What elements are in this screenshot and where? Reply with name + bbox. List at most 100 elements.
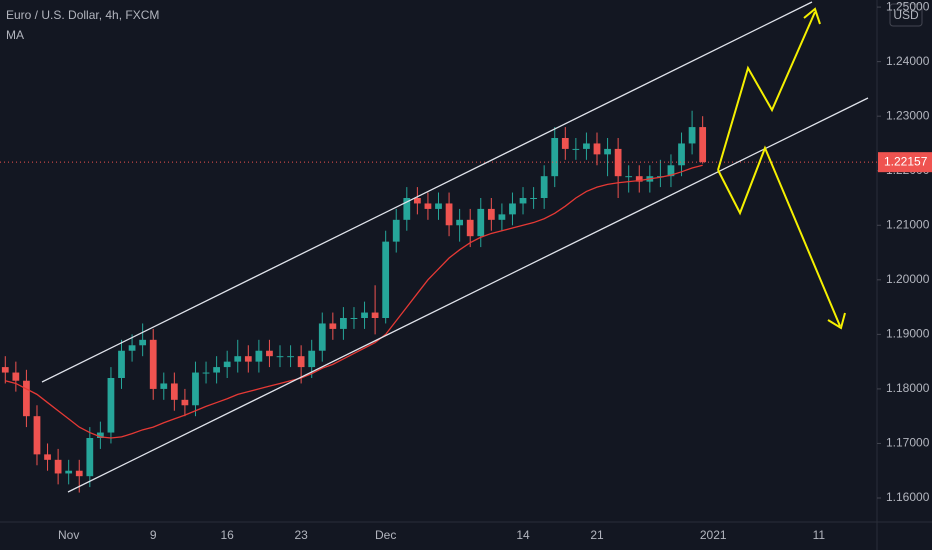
candle-body — [635, 176, 643, 182]
channel-upper — [41, 1, 813, 383]
candle-body — [96, 432, 104, 438]
x-tick-label: 9 — [150, 528, 157, 542]
candle-body — [192, 372, 199, 406]
candle-body — [266, 350, 273, 357]
candle-body — [297, 356, 305, 368]
candle-body — [403, 198, 411, 220]
arrow-head — [827, 312, 846, 330]
y-tick-label: 1.16000 — [886, 490, 930, 504]
candle-body — [667, 165, 675, 177]
y-tick-label: 1.25000 — [886, 0, 930, 13]
y-tick-label: 1.21000 — [886, 217, 930, 231]
candle-body — [572, 148, 580, 150]
x-tick-label: 11 — [813, 528, 826, 542]
candle-body — [519, 198, 527, 204]
arrow-head — [803, 7, 821, 25]
candle-body — [86, 438, 94, 477]
y-tick-label: 1.18000 — [886, 381, 930, 395]
candle-body — [54, 459, 62, 474]
chart-title: Euro / U.S. Dollar, 4h, FXCM — [6, 8, 159, 22]
candle-body — [149, 339, 157, 389]
candle-body — [413, 198, 421, 204]
candle-body — [583, 143, 590, 149]
x-tick-label: 21 — [590, 528, 604, 542]
candle-body — [477, 208, 485, 237]
candle-body — [1, 367, 9, 373]
candle-body — [308, 350, 316, 368]
candle-body — [688, 127, 696, 144]
candle-body — [435, 203, 442, 209]
candle-body — [12, 372, 20, 381]
candle-body — [678, 143, 685, 166]
last-price-tag — [878, 152, 932, 173]
bearish-path — [717, 145, 841, 327]
candle-body — [445, 203, 453, 226]
candle-body — [276, 356, 284, 358]
candle-body — [139, 339, 147, 346]
x-tick-label: Nov — [58, 528, 79, 542]
candle-body — [530, 198, 537, 199]
candle-body — [255, 350, 263, 362]
candle-body — [382, 241, 390, 318]
ma-line — [5, 164, 703, 439]
candle-body — [561, 138, 569, 149]
candle-body — [23, 380, 30, 417]
x-tick-label: 23 — [294, 528, 308, 542]
candle-body — [33, 416, 41, 455]
currency-label[interactable]: USD — [893, 8, 919, 22]
candle-body — [361, 312, 368, 318]
candle-body — [318, 323, 326, 351]
candle-body — [107, 378, 115, 433]
candle-body — [213, 367, 220, 373]
x-tick-label: 16 — [220, 528, 234, 542]
candle-body — [118, 350, 125, 378]
candle-body — [540, 176, 548, 198]
candle-body — [551, 138, 559, 177]
candle-body — [392, 219, 400, 242]
y-tick-label: 1.23000 — [886, 108, 930, 122]
bullish-path — [717, 11, 816, 171]
candle-body — [466, 219, 474, 237]
candle-body — [287, 356, 294, 358]
candle-body — [181, 399, 189, 406]
candle-body — [498, 214, 506, 220]
y-tick-label: 1.24000 — [886, 54, 930, 68]
y-tick-label: 1.19000 — [886, 327, 930, 341]
candle-body — [509, 203, 516, 215]
candle-body — [424, 203, 432, 209]
plot — [0, 110, 877, 493]
candle-body — [350, 318, 358, 319]
x-tick-label: Dec — [375, 528, 396, 542]
candle-body — [371, 312, 379, 318]
candle-body — [160, 383, 168, 389]
candle-body — [244, 356, 252, 362]
candle-body — [75, 470, 83, 477]
candle-body — [699, 127, 707, 163]
y-tick-label: 1.17000 — [886, 436, 930, 450]
currency-button[interactable] — [889, 3, 923, 27]
candle-body — [202, 372, 210, 374]
channel-lower — [67, 97, 869, 493]
candle-body — [44, 454, 51, 460]
candle-body — [487, 208, 495, 220]
y-tick-label: 1.20000 — [886, 272, 930, 286]
candle-body — [234, 356, 242, 362]
indicator-label: MA — [6, 28, 24, 42]
candle-body — [593, 143, 601, 155]
candle-body — [223, 361, 231, 368]
candle-body — [329, 323, 337, 329]
candle-body — [65, 470, 73, 474]
candle-body — [456, 219, 464, 226]
candle-body — [625, 176, 633, 178]
x-tick-label: 2021 — [700, 528, 727, 542]
candle-body — [340, 318, 347, 329]
candle-body — [604, 148, 611, 155]
candle-body — [170, 383, 178, 400]
last-price-label: 1.22157 — [884, 154, 928, 168]
candle-body — [128, 345, 136, 351]
candle-body — [614, 148, 622, 177]
x-tick-label: 14 — [516, 528, 530, 542]
